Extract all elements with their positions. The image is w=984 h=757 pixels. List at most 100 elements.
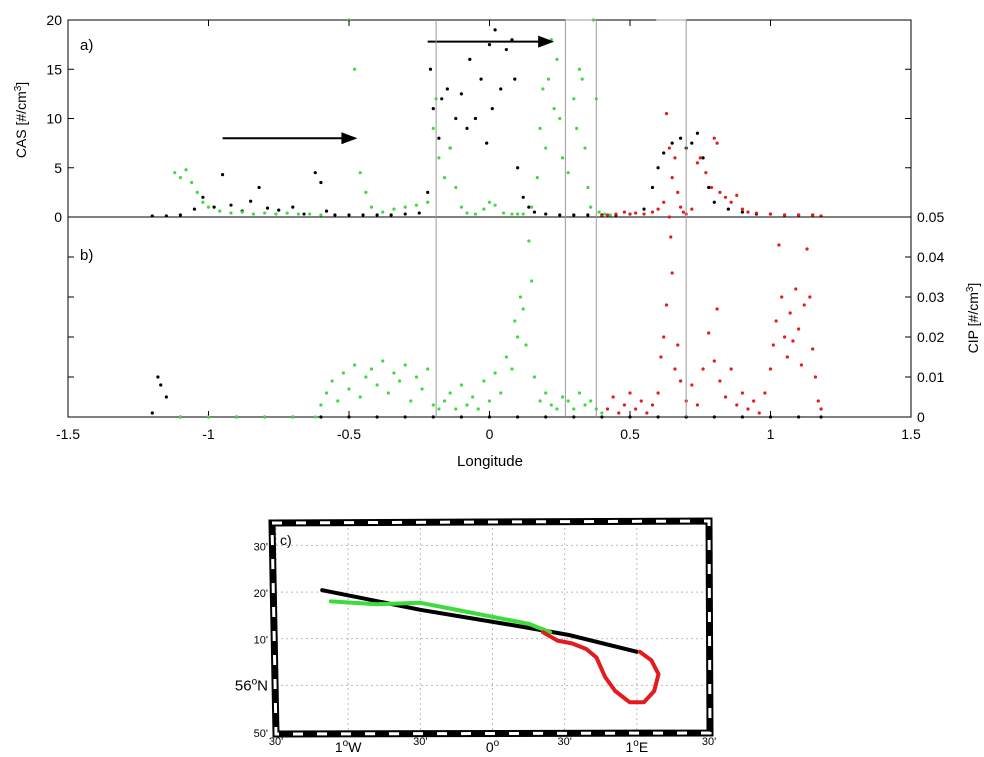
map-ytick-label: 20' — [254, 588, 268, 600]
a-point — [426, 200, 430, 204]
a-point — [605, 213, 610, 217]
b-point — [521, 307, 525, 311]
a-point — [389, 213, 393, 217]
a-point — [690, 207, 694, 211]
map-xtick-label: 30' — [413, 736, 427, 748]
b-point — [628, 391, 632, 395]
b-point — [381, 359, 385, 363]
b-point — [347, 415, 351, 419]
b-ytick-label: 0 — [917, 409, 925, 425]
a-point — [274, 212, 278, 216]
a-point — [178, 213, 182, 217]
a-point — [754, 211, 759, 215]
a-point — [195, 190, 199, 194]
a-point — [546, 77, 551, 81]
b-point — [650, 403, 655, 407]
map-xtick-label: 1oW — [335, 738, 362, 755]
a-point — [459, 92, 463, 96]
a-point — [558, 213, 562, 217]
b-point — [544, 415, 548, 419]
b-point — [397, 379, 402, 383]
a-point — [347, 213, 351, 217]
a-point — [603, 212, 607, 216]
panel-b-label: b) — [80, 247, 93, 264]
panel-a-frame — [67, 19, 912, 218]
b-xtick-label: 1.5 — [901, 426, 921, 442]
a-point — [173, 171, 177, 175]
a-point — [442, 176, 447, 180]
panel-b-ylabel: CIP [#/cm3] — [965, 283, 981, 354]
a-point — [381, 210, 385, 214]
b-point — [454, 407, 458, 411]
b-point — [156, 375, 160, 379]
a-point — [220, 173, 225, 177]
a-point — [482, 207, 486, 211]
b-point — [527, 239, 531, 243]
a-point — [513, 77, 517, 81]
a-point — [313, 171, 317, 175]
panel-b-xlabel: Longitude — [457, 453, 523, 470]
b-point — [386, 391, 390, 395]
b-point — [659, 355, 663, 359]
a-point — [535, 176, 539, 180]
map-flight-track — [328, 599, 553, 635]
b-xtick-label: 0 — [486, 426, 494, 442]
b-point — [347, 387, 351, 391]
map-ytick-label: 50' — [254, 728, 268, 740]
b-point — [459, 415, 463, 419]
map-border-dash — [270, 519, 712, 736]
map-xtick-label: 1oE — [625, 738, 648, 755]
b-point — [341, 371, 345, 375]
a-point — [797, 213, 801, 217]
a-ytick-label: 0 — [54, 209, 62, 225]
a-point — [277, 208, 281, 212]
b-point — [583, 403, 587, 407]
a-point — [597, 210, 601, 214]
a-point — [704, 171, 708, 175]
a-point — [723, 195, 728, 199]
a-point — [634, 211, 638, 215]
a-point — [673, 156, 677, 160]
b-point — [375, 415, 379, 419]
b-point — [656, 415, 660, 419]
b-point — [549, 403, 553, 407]
b-point — [712, 359, 716, 363]
b-point — [532, 375, 537, 379]
a-point — [628, 212, 632, 216]
a-point — [662, 200, 666, 204]
a-point — [178, 176, 182, 180]
b-point — [735, 403, 739, 407]
b-point — [797, 327, 801, 331]
map-xtick-label: 30' — [269, 736, 283, 748]
a-point — [319, 180, 323, 185]
a-point — [656, 207, 660, 211]
b-point — [364, 375, 368, 379]
segment-guides — [435, 19, 687, 417]
b-point — [589, 399, 593, 403]
b-point — [572, 415, 576, 419]
b-point — [518, 295, 523, 299]
b-point — [740, 415, 745, 419]
a-point — [650, 210, 655, 214]
b-point — [600, 415, 604, 419]
a-point — [448, 146, 452, 150]
b-point — [431, 415, 435, 419]
a-point — [510, 212, 514, 216]
b-point — [628, 415, 632, 419]
b-point — [555, 407, 559, 411]
b-point — [673, 367, 677, 371]
a-point — [695, 131, 700, 135]
a-point — [622, 210, 626, 214]
b-point — [319, 403, 323, 407]
b-ytick-label: 0.05 — [917, 209, 944, 225]
a-point — [426, 190, 430, 194]
panel-b-frame — [67, 216, 912, 418]
a-point — [454, 185, 458, 190]
b-point — [634, 407, 638, 411]
b-point — [420, 387, 424, 391]
a-point — [782, 213, 787, 217]
b-point — [678, 379, 683, 383]
b-point — [794, 287, 798, 291]
a-point — [740, 207, 745, 211]
a-point — [712, 136, 716, 140]
